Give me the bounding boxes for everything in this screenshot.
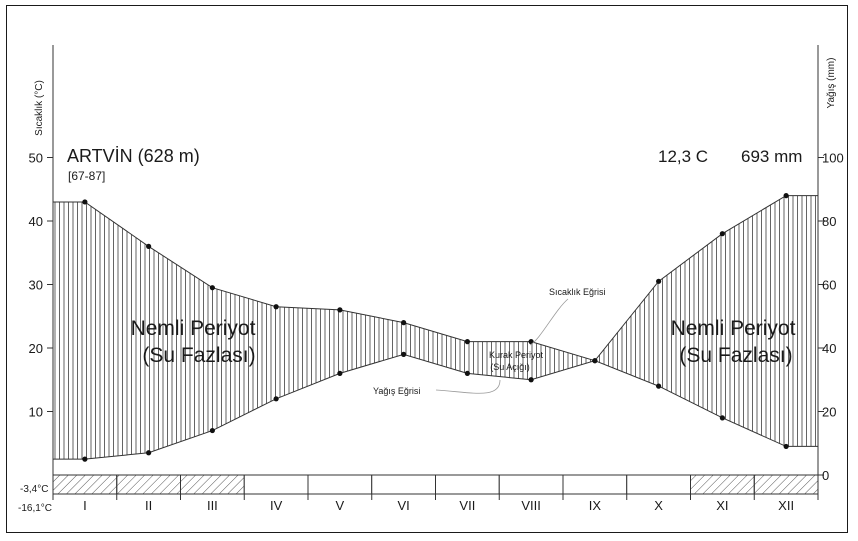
- wet-period-fill: [53, 201, 85, 460]
- left-tick-label: 40: [29, 214, 43, 229]
- right-tick-label: 60: [822, 278, 836, 293]
- month-band-cell: [180, 474, 245, 495]
- wet-period-right-line1: Nemli Periyot: [671, 317, 796, 340]
- month-label: IX: [589, 498, 602, 513]
- right-tick-label: 80: [822, 214, 836, 229]
- wet-period-left-line1: Nemli Periyot: [131, 317, 256, 340]
- month-band-cell: [753, 474, 819, 495]
- precipitation-point: [528, 339, 534, 345]
- month-label: I: [83, 498, 87, 513]
- wet-period-fill: [276, 306, 340, 399]
- temperature-point: [209, 427, 215, 434]
- precipitation-point: [273, 304, 279, 310]
- precipitation-point: [719, 231, 725, 237]
- dry-period-line1: Kurak Periyot: [489, 350, 544, 360]
- wet-period-fill: [148, 246, 213, 453]
- temperature-point: [656, 383, 662, 389]
- temperature-point: [273, 396, 279, 402]
- precipitation-point: [464, 339, 470, 345]
- month-band-cell: [243, 474, 309, 495]
- month-band-cell: [626, 474, 691, 495]
- temperature-point: [401, 351, 407, 357]
- month-band-cell: [435, 474, 500, 495]
- month-band-cell: [307, 474, 373, 495]
- temperature-point: [783, 443, 789, 450]
- extreme-min-label: -16,1°C: [18, 503, 52, 514]
- wet-period-right-line2: (Su Fazlası): [679, 344, 792, 367]
- month-label: X: [654, 498, 663, 513]
- wet-period-fill: [403, 322, 468, 374]
- precip-leader-line: [435, 379, 501, 394]
- precipitation-curve: [53, 195, 818, 362]
- total-precipitation-label: 693 mm: [741, 147, 802, 166]
- precipitation-point: [592, 358, 598, 364]
- left-tick-label: 20: [29, 341, 43, 356]
- precipitation-point: [209, 285, 215, 291]
- wet-period-fill: [531, 341, 595, 380]
- wet-period-fill: [84, 201, 149, 460]
- temp-curve-annotation: Sıcaklık Eğrisi: [549, 287, 606, 297]
- left-tick-label: 50: [29, 151, 43, 166]
- temp-leader-line: [529, 298, 569, 346]
- right-tick-label: 40: [822, 341, 836, 356]
- month-label: XI: [716, 498, 728, 513]
- month-label: VII: [459, 498, 475, 513]
- month-label: V: [336, 498, 345, 513]
- left-tick-label: 10: [29, 405, 43, 420]
- month-label: VI: [397, 498, 409, 513]
- precipitation-point: [146, 243, 152, 249]
- wet-period-fill: [658, 233, 723, 418]
- temperature-point: [528, 377, 534, 383]
- month-band-cell: [498, 474, 564, 495]
- precipitation-point: [337, 307, 343, 313]
- precipitation-point: [401, 320, 407, 326]
- dry-period-line2: (Su Açığı): [490, 362, 530, 372]
- precipitation-point: [656, 278, 662, 284]
- precip-curve-annotation: Yağış Eğrisi: [373, 386, 420, 396]
- month-label: II: [145, 498, 152, 513]
- wet-period-left-line2: (Su Fazlası): [142, 344, 255, 367]
- temperature-point: [146, 450, 152, 456]
- temperature-point: [337, 370, 343, 376]
- temperature-curve: [53, 353, 818, 460]
- month-label: VIII: [521, 498, 541, 513]
- temperature-point: [82, 456, 88, 462]
- month-label: XII: [778, 498, 794, 513]
- left-tick-label: 30: [29, 278, 43, 293]
- station-title: ARTVİN (628 m): [67, 146, 200, 166]
- precipitation-point: [82, 199, 88, 205]
- left-axis-title: Sıcaklık (°C): [34, 80, 45, 136]
- month-label: III: [207, 498, 218, 513]
- month-band-cell: [52, 474, 118, 495]
- extreme-max-label: -3,4°C: [20, 484, 48, 495]
- right-axis-title: Yağış (mm): [826, 58, 837, 109]
- temperature-point: [464, 370, 470, 376]
- period-label: [67-87]: [68, 169, 105, 183]
- month-band-cell: [690, 474, 755, 495]
- month-band-cell: [562, 474, 628, 495]
- month-label: IV: [270, 498, 283, 513]
- month-band-cell: [371, 474, 436, 495]
- mean-temperature-label: 12,3 C: [658, 147, 708, 166]
- precipitation-point: [783, 193, 789, 199]
- wet-period-fill: [467, 341, 532, 380]
- right-tick-label: 0: [822, 468, 829, 483]
- temperature-point: [719, 415, 725, 421]
- right-tick-label: 20: [822, 405, 836, 420]
- right-tick-label: 100: [822, 151, 844, 166]
- month-band-cell: [116, 474, 181, 495]
